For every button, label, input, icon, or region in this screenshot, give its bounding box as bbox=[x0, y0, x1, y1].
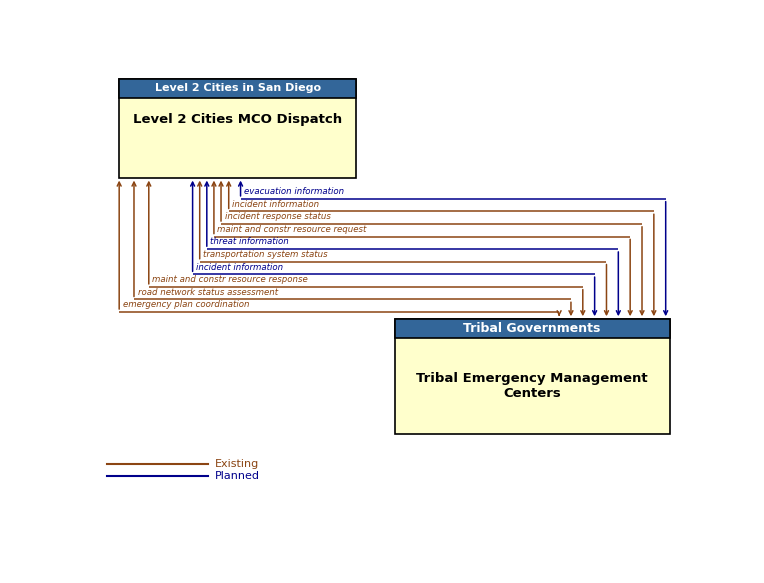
Text: road network status assessment: road network status assessment bbox=[138, 287, 277, 297]
Text: Existing: Existing bbox=[215, 459, 259, 469]
Bar bbox=[394, 319, 670, 434]
Text: Tribal Governments: Tribal Governments bbox=[464, 322, 601, 335]
Text: maint and constr resource response: maint and constr resource response bbox=[152, 275, 308, 284]
Text: incident information: incident information bbox=[196, 262, 283, 272]
Text: Level 2 Cities MCO Dispatch: Level 2 Cities MCO Dispatch bbox=[133, 113, 342, 126]
Bar bbox=[394, 319, 670, 338]
Text: emergency plan coordination: emergency plan coordination bbox=[123, 300, 249, 309]
Bar bbox=[119, 79, 356, 98]
Text: evacuation information: evacuation information bbox=[244, 187, 345, 196]
Text: transportation system status: transportation system status bbox=[203, 250, 328, 259]
Text: Level 2 Cities in San Diego: Level 2 Cities in San Diego bbox=[154, 83, 321, 93]
Text: incident information: incident information bbox=[232, 199, 319, 209]
Bar bbox=[119, 79, 356, 98]
Bar bbox=[394, 319, 670, 338]
Text: Tribal Emergency Management
Centers: Tribal Emergency Management Centers bbox=[416, 372, 648, 400]
Text: incident response status: incident response status bbox=[225, 212, 331, 221]
Text: threat information: threat information bbox=[210, 237, 289, 247]
Text: Planned: Planned bbox=[215, 471, 260, 481]
Bar bbox=[119, 79, 356, 178]
Text: maint and constr resource request: maint and constr resource request bbox=[218, 225, 367, 234]
